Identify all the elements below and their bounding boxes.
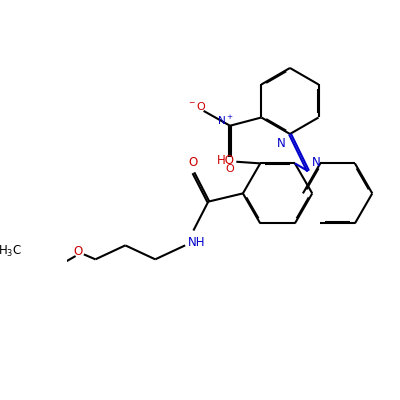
Text: O: O: [226, 164, 234, 174]
Text: O: O: [74, 246, 83, 258]
Text: $^-$O: $^-$O: [187, 100, 207, 112]
Text: N: N: [277, 137, 286, 150]
Text: HO: HO: [216, 154, 234, 166]
Text: H$_3$C: H$_3$C: [0, 244, 22, 260]
Text: NH: NH: [188, 236, 206, 250]
Text: N: N: [312, 156, 321, 169]
Text: O: O: [189, 156, 198, 168]
Text: N$^+$: N$^+$: [217, 114, 233, 126]
